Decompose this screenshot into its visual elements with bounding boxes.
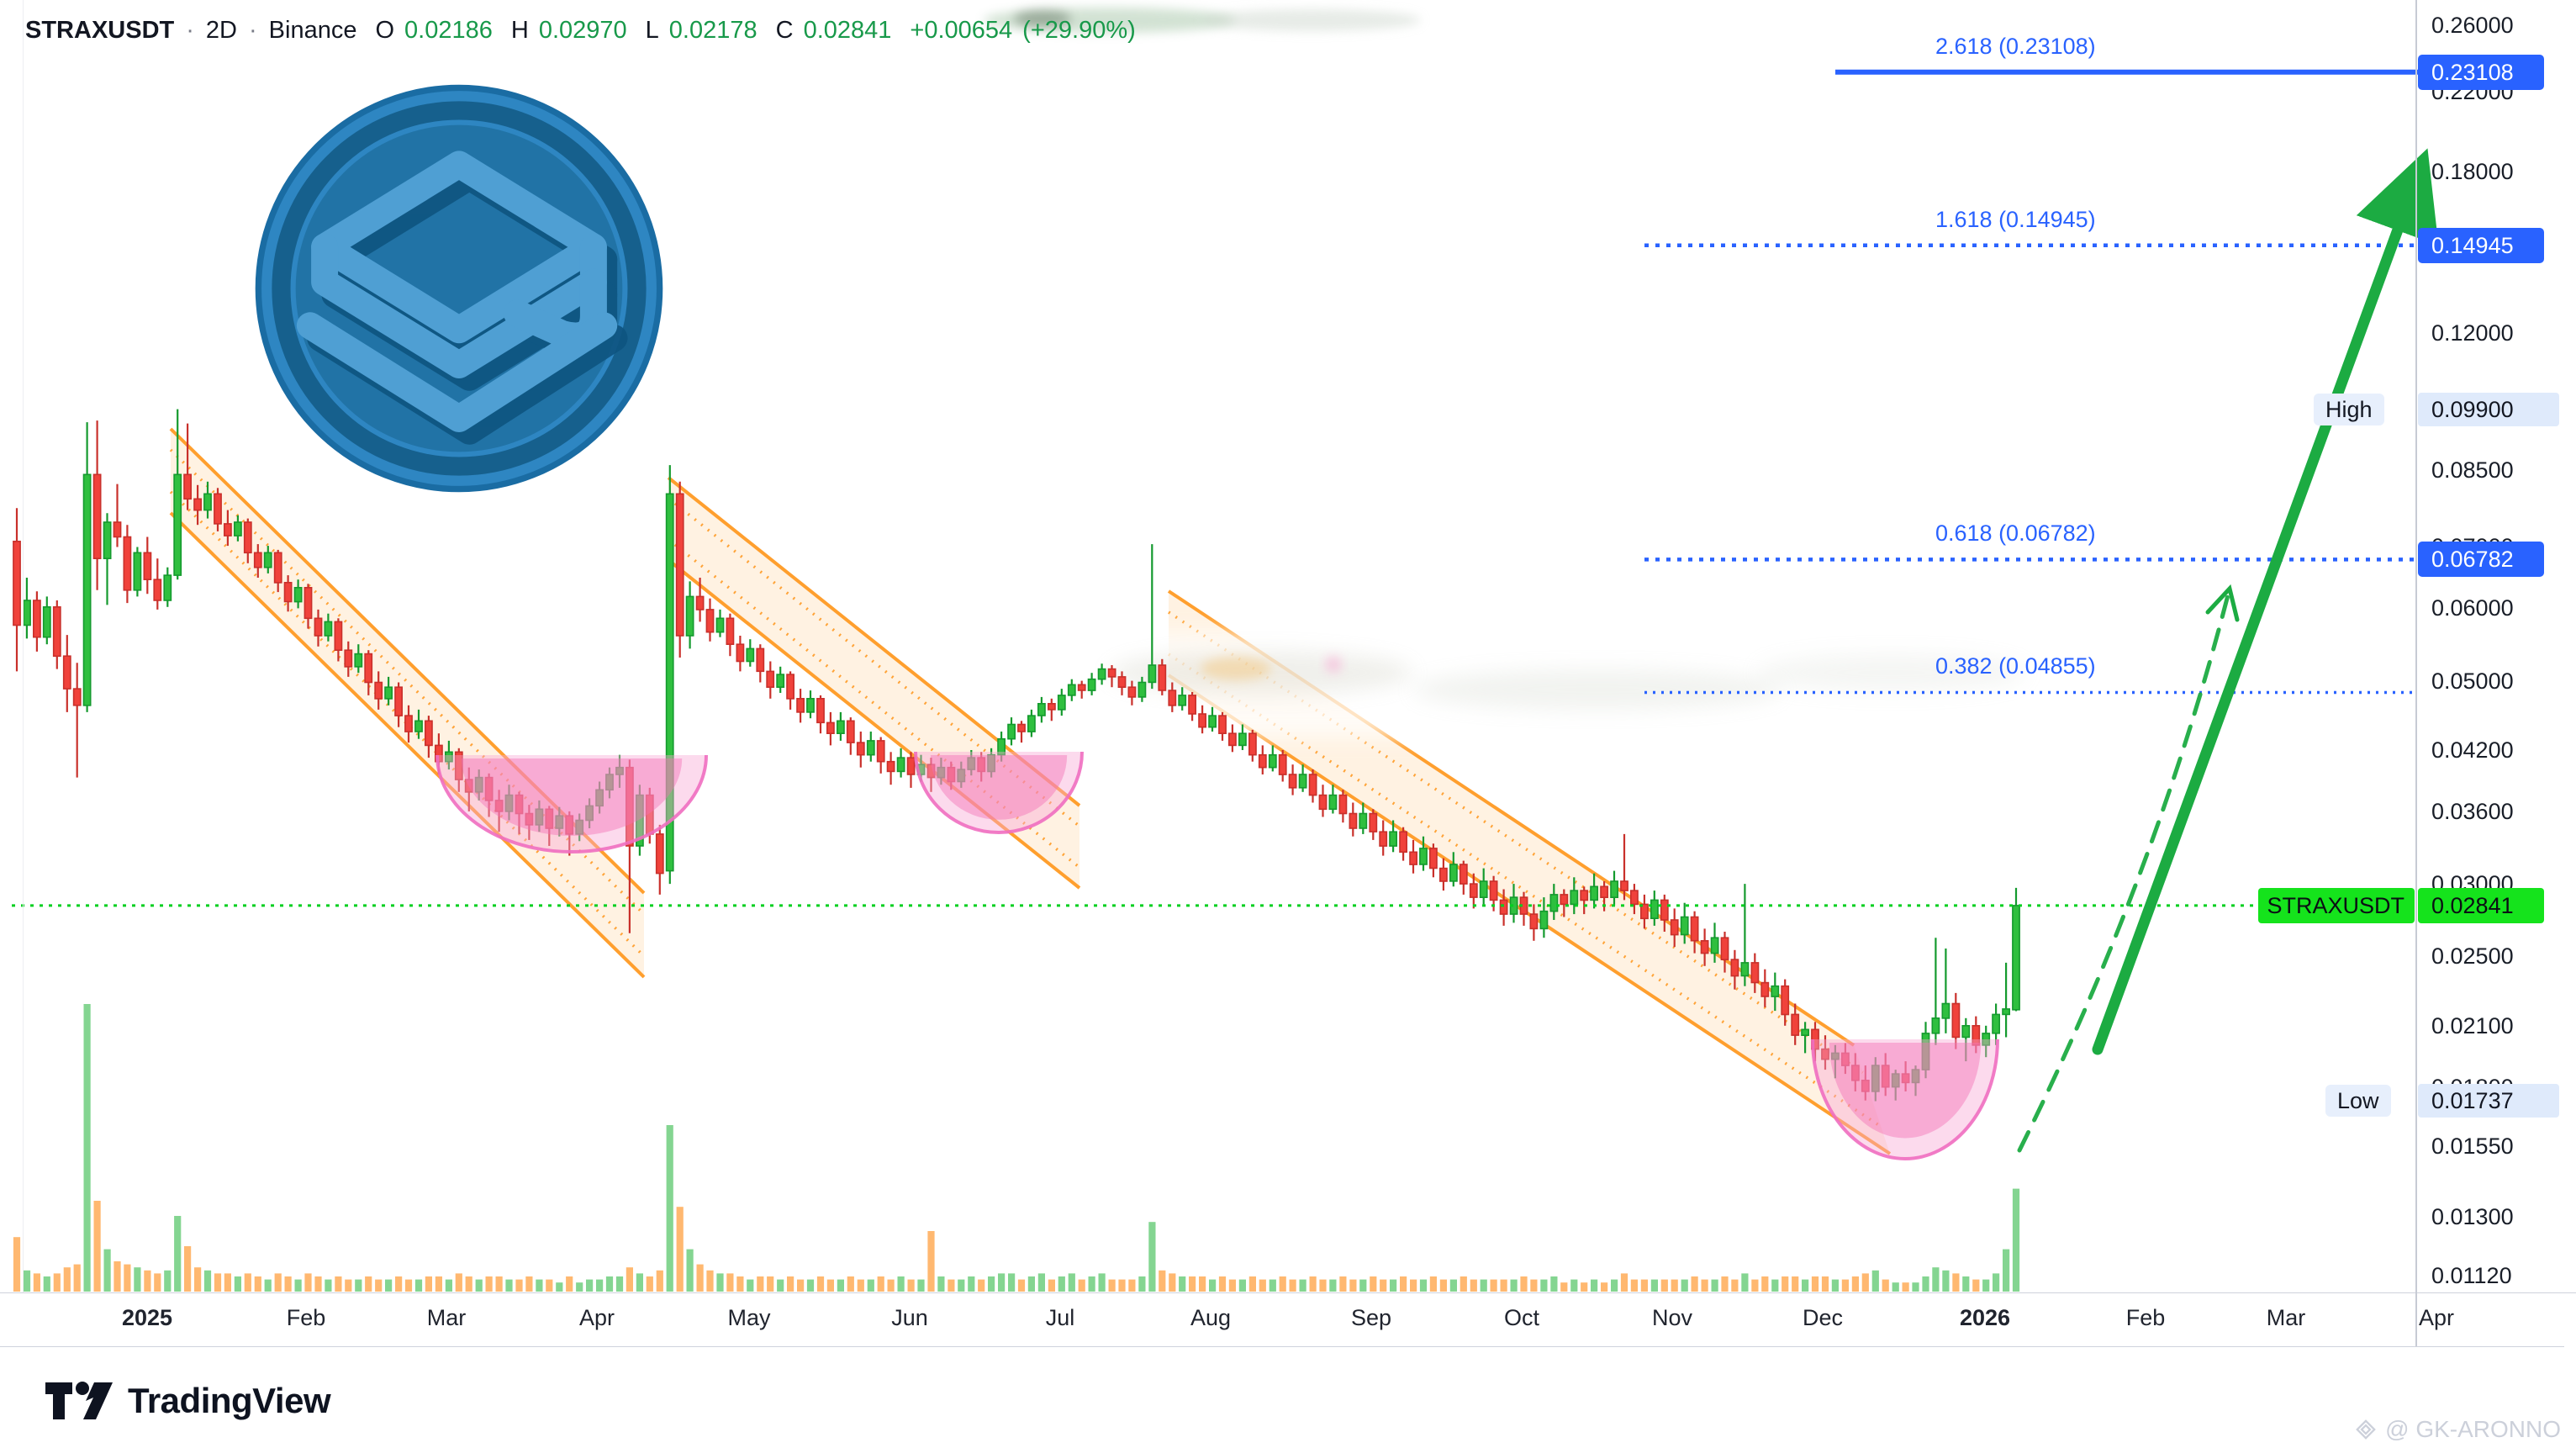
time-tick[interactable]: Jul bbox=[1045, 1305, 1075, 1330]
time-tick[interactable]: Dec bbox=[1802, 1305, 1844, 1330]
low-chip: Low bbox=[2325, 1085, 2391, 1117]
price-tick[interactable]: 0.04200 bbox=[2431, 737, 2514, 763]
open-value: 0.02186 bbox=[404, 17, 493, 44]
tradingview-icon bbox=[45, 1382, 113, 1419]
time-tick[interactable]: Feb bbox=[286, 1305, 326, 1330]
interval: 2D bbox=[205, 17, 237, 44]
dashed-arrow bbox=[2017, 586, 2232, 1153]
pane-left-border bbox=[23, 0, 24, 1292]
rounded-bottom-cups bbox=[435, 751, 1999, 1160]
fib-price-badge: 0.23108 bbox=[2418, 55, 2544, 90]
tradingview-logo[interactable]: TradingView bbox=[44, 1379, 331, 1423]
change-percent: (+29.90%) bbox=[1022, 17, 1136, 44]
high-label: H bbox=[510, 17, 529, 44]
watermark: @ GK-ARONNO bbox=[2353, 1416, 2561, 1443]
time-tick[interactable]: May bbox=[727, 1305, 771, 1330]
price-tick[interactable]: 0.05000 bbox=[2431, 669, 2514, 694]
watermark-smudge bbox=[984, 8, 2068, 737]
high-value: 0.02970 bbox=[538, 17, 627, 44]
time-tick[interactable]: Sep bbox=[1350, 1305, 1392, 1330]
symbol-price-flag: STRAXUSDT bbox=[2258, 888, 2415, 923]
fib-level-label: 0.382 (0.04855) bbox=[1935, 653, 2096, 679]
time-tick[interactable]: Oct bbox=[1503, 1305, 1540, 1330]
time-axis-border bbox=[0, 1346, 2564, 1347]
diamond-icon bbox=[2356, 1419, 2376, 1440]
price-tick[interactable]: 0.26000 bbox=[2431, 13, 2514, 38]
time-tick[interactable]: Aug bbox=[1190, 1305, 1232, 1330]
projection-arrows bbox=[2017, 148, 2439, 1153]
fib-price-badge: 0.14945 bbox=[2418, 228, 2544, 263]
price-tick[interactable]: 0.03600 bbox=[2431, 799, 2514, 824]
change-value: +0.00654 bbox=[910, 17, 1013, 44]
fib-lines[interactable] bbox=[1644, 69, 2418, 695]
fib-level-label: 0.618 (0.06782) bbox=[1935, 521, 2096, 546]
tradingview-wordmark: TradingView bbox=[128, 1381, 331, 1420]
stratis-glyph bbox=[296, 151, 618, 432]
last-price-badge: 0.02841 bbox=[2418, 888, 2544, 923]
watermark-text: @ GK-ARONNO bbox=[2385, 1416, 2561, 1442]
high-axis-value: 0.09900 bbox=[2418, 393, 2559, 426]
open-label: O bbox=[375, 17, 395, 44]
low-axis-value: 0.01737 bbox=[2418, 1084, 2559, 1118]
time-tick[interactable]: Nov bbox=[1651, 1305, 1693, 1330]
close-label: C bbox=[775, 17, 794, 44]
stratis-coin-logo bbox=[252, 82, 666, 495]
exchange: Binance bbox=[268, 17, 357, 44]
time-tick[interactable]: Mar bbox=[426, 1305, 467, 1330]
separator: · bbox=[186, 17, 194, 44]
close-value: 0.02841 bbox=[803, 17, 892, 44]
separator: · bbox=[248, 17, 257, 44]
fib-level-label: 1.618 (0.14945) bbox=[1935, 207, 2096, 232]
fib-price-badge: 0.06782 bbox=[2418, 542, 2544, 577]
bullish-arrow bbox=[2092, 148, 2439, 1055]
volume-bars bbox=[13, 1004, 2020, 1292]
low-label: L bbox=[645, 17, 659, 44]
time-tick[interactable]: Apr bbox=[578, 1305, 615, 1330]
fib-level-label: 2.618 (0.23108) bbox=[1935, 34, 2096, 59]
price-tick[interactable]: 0.18000 bbox=[2431, 159, 2514, 184]
time-tick[interactable]: 2026 bbox=[1959, 1305, 2011, 1330]
price-tick[interactable]: 0.01550 bbox=[2431, 1134, 2514, 1159]
time-tick[interactable]: Apr bbox=[2418, 1305, 2455, 1330]
candles bbox=[13, 409, 2020, 1102]
price-tick[interactable]: 0.02500 bbox=[2431, 943, 2514, 969]
price-tick[interactable]: 0.02100 bbox=[2431, 1013, 2514, 1038]
symbol-name: STRAXUSDT bbox=[25, 17, 175, 44]
price-tick[interactable]: 0.01300 bbox=[2431, 1204, 2514, 1229]
time-tick[interactable]: Mar bbox=[2266, 1305, 2306, 1330]
time-tick[interactable]: Jun bbox=[891, 1305, 928, 1330]
price-tick[interactable]: 0.06000 bbox=[2431, 595, 2514, 621]
time-tick[interactable]: Feb bbox=[2125, 1305, 2166, 1330]
pane-bottom-border bbox=[0, 1292, 2576, 1293]
price-tick[interactable]: 0.12000 bbox=[2431, 320, 2514, 346]
high-chip: High bbox=[2314, 394, 2384, 425]
low-value: 0.02178 bbox=[668, 17, 757, 44]
symbol-legend[interactable]: STRAXUSDT · 2D · Binance O 0.02186 H 0.029… bbox=[25, 17, 1136, 45]
price-tick[interactable]: 0.08500 bbox=[2431, 457, 2514, 483]
time-tick[interactable]: 2025 bbox=[121, 1305, 173, 1330]
price-tick[interactable]: 0.01120 bbox=[2431, 1263, 2512, 1288]
price-axis-border[interactable] bbox=[2415, 0, 2417, 1346]
